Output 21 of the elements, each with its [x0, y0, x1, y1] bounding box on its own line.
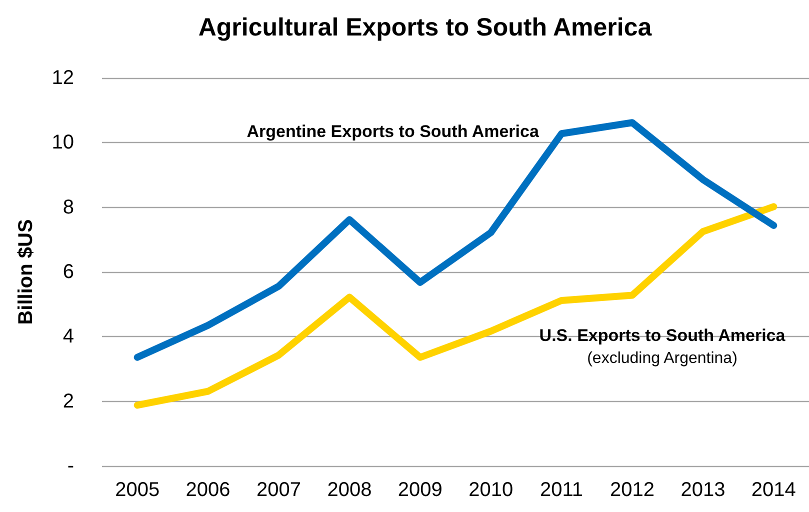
- x-tick-label: 2011: [540, 479, 584, 501]
- series-label: Argentine Exports to South America: [246, 122, 540, 141]
- x-tick-label: 2007: [256, 479, 301, 501]
- y-tick-label: 12: [52, 67, 74, 89]
- y-axis-title: Billion $US: [15, 219, 37, 325]
- x-tick-label: 2009: [398, 479, 442, 501]
- x-tick-label: 2012: [610, 479, 654, 501]
- y-tick-label: -: [67, 455, 74, 477]
- x-tick-label: 2010: [468, 479, 514, 501]
- chart-title: Agricultural Exports to South America: [198, 14, 653, 42]
- y-tick-label: 6: [62, 261, 74, 283]
- x-tick-label: 2014: [751, 479, 796, 501]
- y-tick-label: 8: [62, 196, 74, 218]
- x-tick-label: 2005: [115, 479, 160, 501]
- x-tick-label: 2013: [680, 479, 726, 501]
- x-tick-label: 2006: [186, 479, 230, 501]
- series-label: U.S. Exports to South America (excluding Argentina): [539, 326, 786, 367]
- y-tick-label: 10: [52, 132, 74, 154]
- y-tick-label: 4: [62, 326, 74, 348]
- y-tick-label: 2: [62, 390, 74, 412]
- x-tick-label: 2008: [327, 479, 372, 501]
